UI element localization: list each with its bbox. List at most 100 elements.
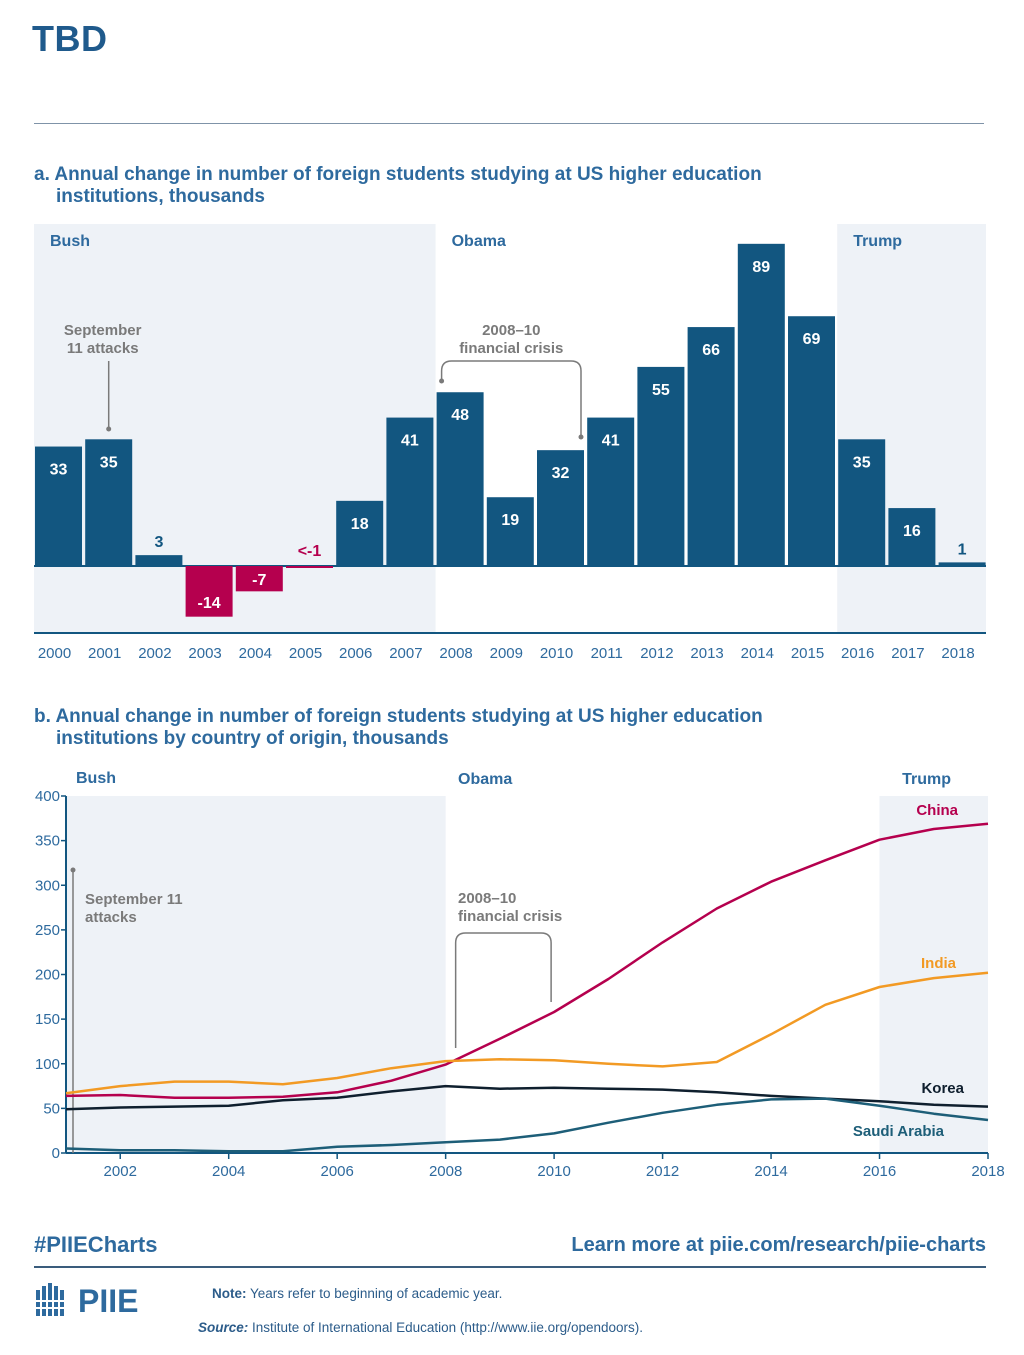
x-tick-2018: 2018 [971, 1163, 1004, 1180]
bar-label-2017: 16 [903, 523, 921, 540]
bar-label-2013: 66 [702, 342, 720, 359]
piie-logo-text: PIIE [78, 1283, 139, 1319]
bar-2016 [838, 439, 886, 566]
bar-2009 [486, 497, 534, 566]
annotation-crisis-bracket [454, 932, 552, 1048]
era-label-trump: Trump [853, 233, 902, 250]
series-label-china: China [916, 802, 958, 819]
y-tick-250: 250 [35, 922, 60, 939]
x-tick-2015: 2015 [791, 645, 824, 662]
series-line-china [65, 822, 989, 1099]
series-label-india: India [921, 955, 957, 972]
footer-divider [34, 1266, 986, 1268]
bar-label-2018: 1 [958, 541, 967, 558]
y-tick-300: 300 [35, 877, 60, 894]
learn-more-link[interactable]: Learn more at piie.com/research/piie-cha… [571, 1234, 986, 1256]
era-band-bush [34, 224, 436, 632]
bar-label-2004: -7 [252, 572, 266, 589]
x-tick-2012: 2012 [640, 645, 673, 662]
chart-b-title-line2: institutions by country of origin, thous… [56, 728, 449, 749]
bar-label-2007: 41 [401, 433, 419, 450]
y-tick-150: 150 [35, 1011, 60, 1028]
x-tick-2012: 2012 [646, 1163, 679, 1180]
y-tick-0: 0 [52, 1145, 60, 1162]
piie-logo-icon [34, 1283, 68, 1316]
y-tick-100: 100 [35, 1056, 60, 1073]
source-label: Source: [198, 1320, 249, 1335]
chart-b-title: b. Annual change in number of foreign st… [34, 706, 763, 750]
bar-2008 [436, 392, 484, 566]
bar-2011 [587, 417, 635, 566]
bar-2004 [235, 566, 283, 592]
era-label-bush: Bush [76, 770, 116, 787]
bar-2015 [788, 316, 835, 566]
era-label-trump: Trump [902, 771, 951, 788]
hashtag[interactable]: #PIIECharts [34, 1232, 158, 1257]
annotation-crisis-dot-end [578, 434, 584, 440]
annotation-crisis-bracket [440, 360, 582, 437]
annotation-sept11-line1: September [64, 322, 142, 339]
bar-2001 [85, 439, 133, 566]
x-tick-2010: 2010 [540, 645, 573, 662]
x-tick-2008: 2008 [429, 1163, 462, 1180]
bar-2007 [386, 417, 434, 566]
bar-2002 [135, 555, 183, 566]
bar-label-2002: 3 [154, 534, 163, 551]
x-tick-2018: 2018 [941, 645, 974, 662]
annotation-crisis-line2: financial crisis [458, 908, 562, 925]
x-tick-2009: 2009 [490, 645, 523, 662]
bar-label-2008: 48 [451, 407, 469, 424]
note: Note: Years refer to beginning of academ… [212, 1286, 502, 1301]
era-label-obama: Obama [452, 233, 506, 250]
bar-chart: Bush Obama Trump 33 2000 35 2001 3 2002 -14 2003 -7… [34, 224, 986, 662]
chart-a-title-line1: a. Annual change in number of foreign st… [34, 164, 762, 185]
bar-2003 [185, 566, 233, 617]
x-tick-2000: 2000 [38, 645, 71, 662]
x-tick-2004: 2004 [212, 1163, 245, 1180]
annotation-crisis-dot-start [439, 378, 445, 384]
era-band-bush [66, 796, 446, 1153]
annotation-sept11-line2: attacks [85, 909, 137, 926]
header-divider [34, 123, 984, 124]
bar-2006 [336, 500, 384, 566]
era-label-obama: Obama [458, 771, 512, 788]
x-tick-2014: 2014 [754, 1163, 787, 1180]
bar-2017 [888, 508, 936, 566]
note-text: Years refer to beginning of academic yea… [246, 1286, 503, 1301]
bar-label-2001: 35 [100, 454, 118, 471]
bar-label-2009: 19 [501, 512, 519, 529]
era-band-trump [837, 224, 986, 632]
x-tick-2002: 2002 [104, 1163, 137, 1180]
series-line-india [65, 971, 989, 1095]
bar-label-2016: 35 [853, 454, 871, 471]
annotation-sept11-line1: September 11 [85, 891, 183, 908]
bar-2005 [286, 566, 333, 568]
source-text: Institute of International Education (ht… [248, 1320, 643, 1335]
x-tick-2010: 2010 [537, 1163, 570, 1180]
series-label-korea: Korea [921, 1080, 964, 1097]
bar-2010 [537, 450, 584, 566]
series-label-saudi-arabia: Saudi Arabia [853, 1123, 945, 1140]
era-label-bush: Bush [50, 233, 90, 250]
x-tick-2008: 2008 [439, 645, 472, 662]
x-tick-2016: 2016 [863, 1163, 896, 1180]
bar-2013 [687, 327, 735, 566]
x-tick-2003: 2003 [188, 645, 221, 662]
bar-label-2003: -14 [198, 595, 221, 612]
x-tick-2013: 2013 [690, 645, 723, 662]
chart-a-title-line2: institutions, thousands [56, 186, 265, 207]
bar-label-2005: <-1 [298, 543, 322, 560]
bar-2012 [637, 366, 685, 566]
x-tick-2004: 2004 [239, 645, 272, 662]
chart-a-title: a. Annual change in number of foreign st… [34, 164, 762, 208]
line-chart: Bush Obama Trump 0 50 100 150 200 250 300 350 400 20… [35, 770, 1005, 1180]
x-tick-2006: 2006 [339, 645, 372, 662]
series-line-saudi-arabia [65, 1097, 989, 1153]
x-tick-2002: 2002 [138, 645, 171, 662]
bar-label-2010: 32 [552, 465, 570, 482]
bar-label-2011: 41 [602, 433, 620, 450]
annotation-sept11-dot [70, 867, 76, 873]
y-tick-400: 400 [35, 788, 60, 805]
x-tick-2017: 2017 [891, 645, 924, 662]
x-tick-2007: 2007 [389, 645, 422, 662]
